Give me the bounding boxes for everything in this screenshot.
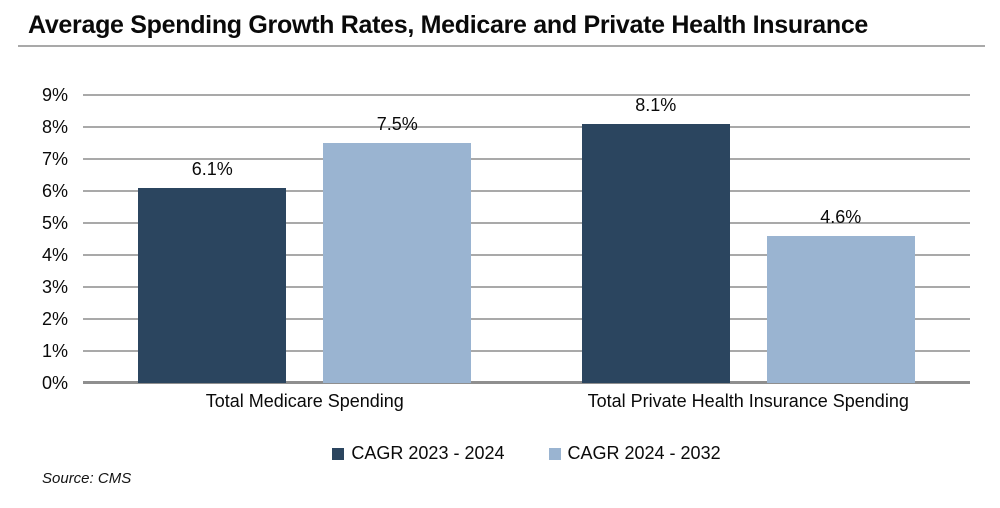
gridline bbox=[83, 318, 970, 320]
gridline bbox=[83, 158, 970, 160]
category-label: Total Medicare Spending bbox=[205, 391, 404, 411]
bar-cagr-2024-2032 bbox=[766, 235, 915, 383]
gridline bbox=[83, 350, 970, 352]
y-tick-label: 9% bbox=[41, 85, 68, 105]
title-divider bbox=[18, 45, 985, 47]
gridline bbox=[83, 222, 970, 224]
chart-title: Average Spending Growth Rates, Medicare … bbox=[28, 11, 869, 39]
y-tick-label: 8% bbox=[41, 117, 68, 137]
legend-label: CAGR 2024 - 2032 bbox=[567, 443, 721, 463]
y-tick-label: 3% bbox=[41, 277, 68, 297]
y-tick-label: 5% bbox=[41, 213, 68, 233]
legend-label: CAGR 2023 - 2024 bbox=[351, 443, 505, 463]
y-tick-label: 0% bbox=[41, 373, 68, 393]
bar-data-label: 7.5% bbox=[376, 114, 418, 134]
legend-swatch bbox=[332, 447, 345, 460]
bar-cagr-2024-2032 bbox=[323, 143, 472, 383]
gridline bbox=[83, 126, 970, 128]
bar-data-label: 6.1% bbox=[191, 158, 233, 179]
y-tick-label: 7% bbox=[41, 149, 68, 169]
gridline bbox=[83, 94, 970, 96]
category-label: Total Private Health Insurance Spending bbox=[587, 391, 909, 411]
bar-data-label: 4.6% bbox=[820, 206, 862, 227]
source-note: Source: CMS bbox=[42, 470, 132, 487]
legend-item: CAGR 2024 - 2032 bbox=[548, 443, 721, 464]
gridline bbox=[83, 254, 970, 256]
bar-data-label: 8.1% bbox=[635, 94, 677, 115]
y-tick-label: 4% bbox=[41, 245, 68, 265]
bar-cagr-2023-2024 bbox=[581, 123, 730, 383]
gridline bbox=[83, 286, 970, 288]
legend-swatch bbox=[548, 447, 561, 460]
y-tick-label: 1% bbox=[41, 341, 68, 361]
legend-item: CAGR 2023 - 2024 bbox=[332, 443, 505, 464]
gridline bbox=[83, 190, 970, 192]
bar-cagr-2023-2024 bbox=[138, 187, 287, 383]
legend: CAGR 2023 - 2024 CAGR 2024 - 2032 bbox=[83, 443, 970, 464]
x-axis-line bbox=[83, 381, 970, 384]
y-tick-label: 2% bbox=[41, 309, 68, 329]
y-tick-label: 6% bbox=[41, 181, 68, 201]
plot-area: 6.1% 7.5% 8.1% 4.6% bbox=[83, 94, 970, 384]
